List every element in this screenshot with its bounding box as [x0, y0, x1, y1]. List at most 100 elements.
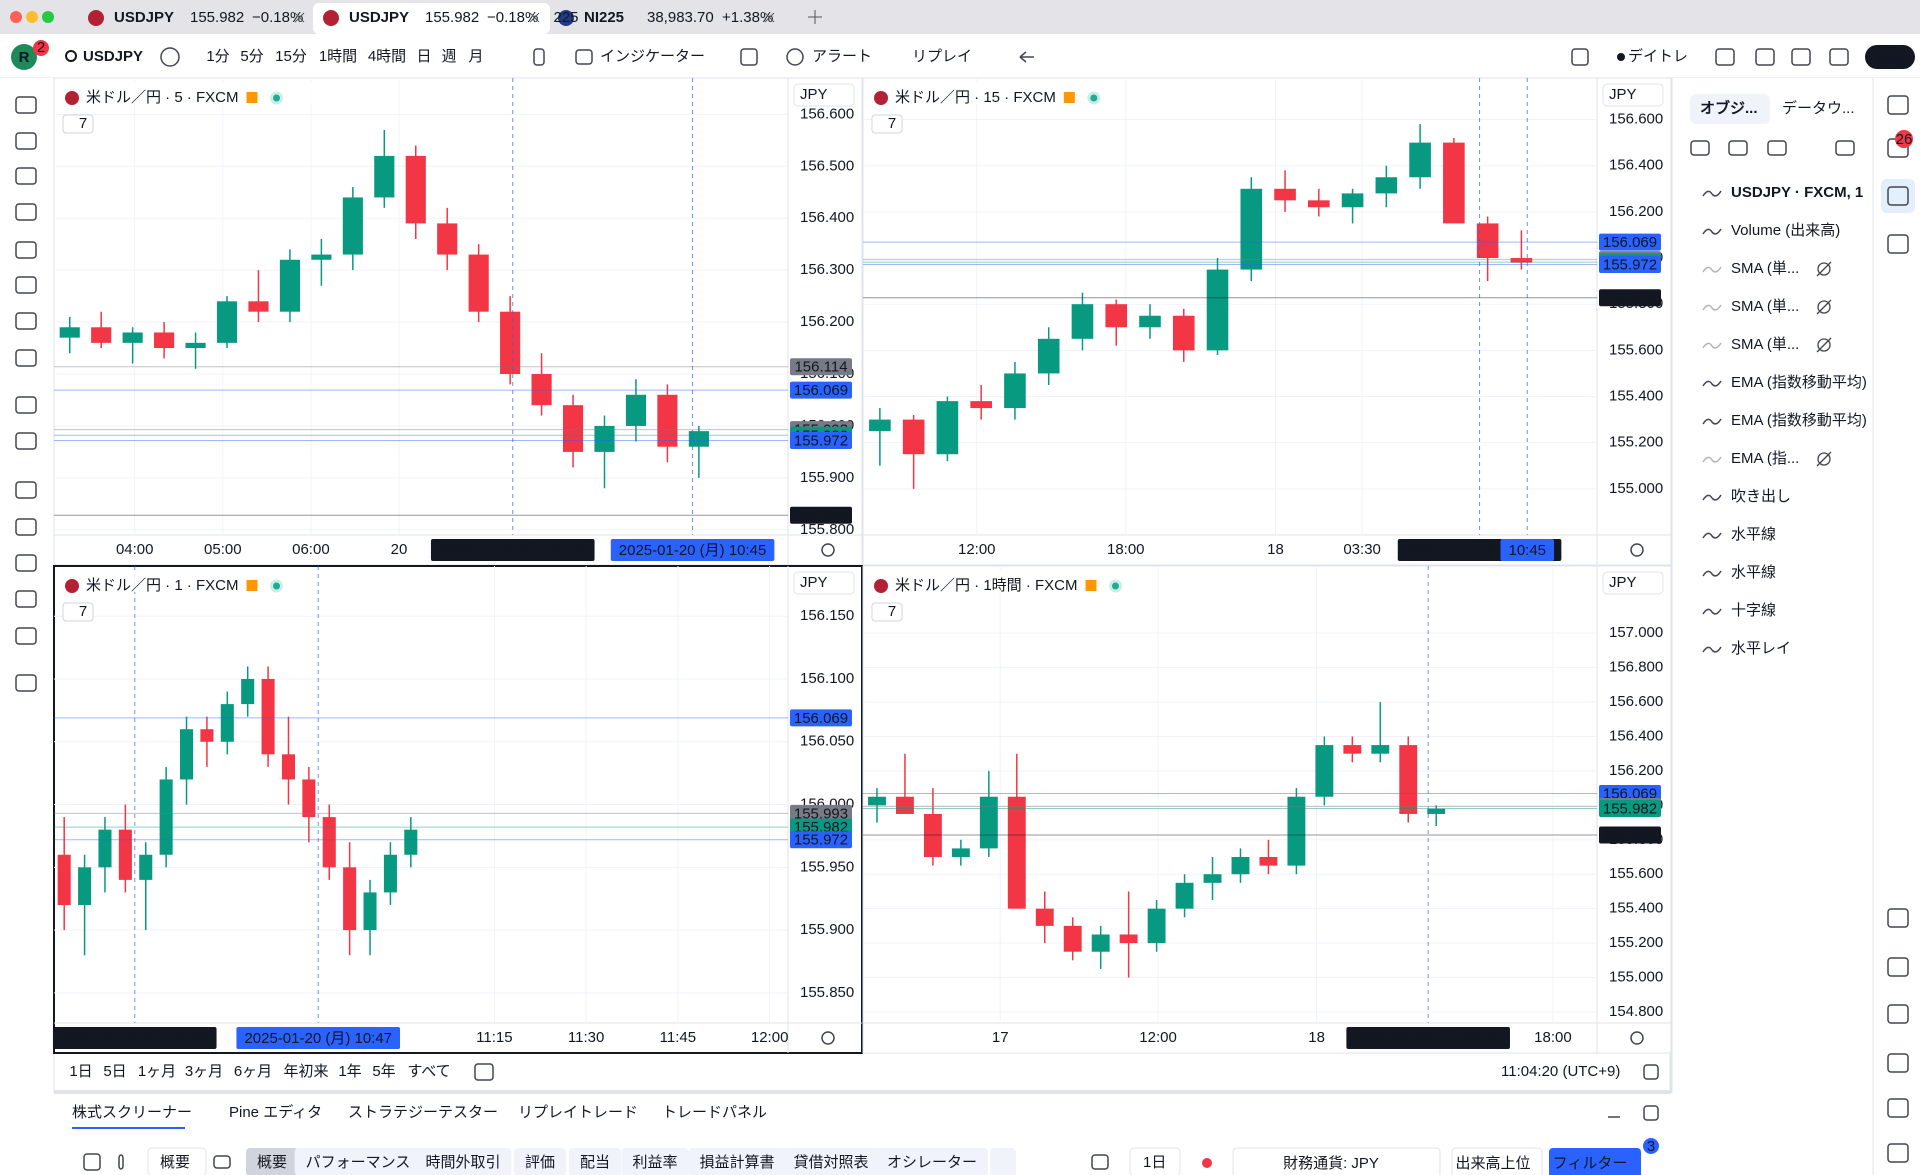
settings-icon[interactable] — [1630, 1031, 1644, 1045]
layout-grid[interactable] — [1571, 48, 1589, 66]
close-button[interactable] — [10, 11, 22, 23]
currency-box[interactable] — [793, 83, 855, 107]
range-button[interactable]: 3ヶ月 — [185, 1063, 223, 1080]
refresh[interactable] — [83, 1153, 101, 1171]
side-icon[interactable] — [1887, 1143, 1909, 1163]
goto-date[interactable] — [474, 1063, 494, 1081]
alert[interactable]: アラート — [812, 48, 872, 65]
view-select[interactable] — [147, 1147, 207, 1175]
object-action[interactable] — [1690, 140, 1710, 156]
object-item[interactable]: Volume (出来高) — [1731, 222, 1840, 239]
panel-tab[interactable]: データウ... — [1782, 99, 1855, 117]
currency-select[interactable] — [1232, 1147, 1441, 1175]
filter-button[interactable] — [1549, 1148, 1641, 1175]
currency-box[interactable] — [1602, 571, 1664, 595]
bottom-tab[interactable]: リプレイトレード — [518, 1104, 638, 1121]
column-tab[interactable]: パフォーマンス — [306, 1154, 411, 1171]
hidden-icon[interactable] — [1817, 262, 1831, 276]
more[interactable] — [118, 1154, 124, 1170]
drawing-tool[interactable] — [15, 276, 37, 294]
side-icon[interactable] — [1887, 1053, 1909, 1073]
settings-icon[interactable] — [821, 543, 835, 557]
column-tab[interactable]: 貸借対照表 — [793, 1154, 868, 1171]
drawing-tool[interactable] — [15, 481, 37, 499]
layout-name[interactable]: デイトレ — [1628, 47, 1688, 65]
range-button[interactable]: 年初来 — [283, 1063, 328, 1080]
side-icon[interactable] — [1887, 908, 1909, 928]
column-tab[interactable]: オシレーター — [887, 1154, 977, 1171]
drawing-tool[interactable] — [15, 518, 37, 536]
pane-title[interactable]: 米ドル／円 · 1 · FXCM — [86, 577, 239, 594]
interval-button[interactable]: 15分 — [275, 48, 307, 65]
object-item[interactable]: 水平線 — [1731, 564, 1776, 581]
pane-title[interactable]: 米ドル／円 · 1時間 · FXCM — [895, 577, 1078, 594]
chart-type[interactable] — [533, 48, 545, 66]
tab-symbol[interactable]: USDJPY — [349, 9, 409, 26]
replay[interactable]: リプレイ — [912, 48, 972, 65]
drawing-tool[interactable] — [15, 554, 37, 572]
object-item[interactable]: 吹き出し — [1731, 488, 1791, 505]
indicator-toggle[interactable] — [62, 114, 94, 134]
undo[interactable] — [1019, 51, 1034, 63]
drawing-tool[interactable] — [15, 627, 37, 645]
side-icon[interactable] — [1887, 234, 1909, 254]
column-tab[interactable]: 損益計算書 — [699, 1153, 774, 1171]
drawing-tool[interactable] — [15, 132, 37, 150]
range-button[interactable]: 1ヶ月 — [138, 1063, 176, 1080]
drawing-tool[interactable] — [15, 590, 37, 608]
range-button[interactable]: すべて — [407, 1063, 450, 1080]
object-item[interactable]: 水平レイ — [1731, 640, 1791, 657]
avatar[interactable] — [11, 44, 37, 70]
interval-button[interactable]: 1時間 — [319, 48, 357, 65]
post-button[interactable] — [1865, 45, 1915, 69]
layouts-icon[interactable] — [740, 48, 758, 66]
drawing-tool[interactable] — [15, 432, 37, 450]
object-action[interactable] — [1728, 140, 1748, 156]
side-icon[interactable] — [1887, 957, 1909, 977]
pane-title[interactable]: 米ドル／円 · 5 · FXCM — [86, 89, 239, 106]
drawing-tool[interactable] — [15, 312, 37, 330]
interval-button[interactable]: 月 — [468, 48, 483, 65]
column-tab[interactable]: 利益率 — [632, 1154, 677, 1171]
download[interactable] — [1091, 1154, 1109, 1170]
tab-symbol[interactable]: USDJPY — [114, 9, 174, 26]
object-item[interactable]: SMA (単... — [1731, 298, 1799, 315]
drawing-tool[interactable] — [15, 241, 37, 259]
object-item[interactable]: 十字線 — [1731, 602, 1776, 619]
column-tab[interactable]: 評価 — [525, 1154, 555, 1171]
side-icon[interactable] — [1887, 1098, 1909, 1118]
drawing-tool[interactable] — [15, 349, 37, 367]
range-button[interactable]: 6ヶ月 — [234, 1063, 272, 1080]
interval-select[interactable] — [1129, 1147, 1181, 1175]
minimize-button[interactable] — [26, 11, 38, 23]
tab-close[interactable] — [764, 12, 775, 23]
toolbar-icon[interactable] — [1715, 48, 1735, 66]
object-action[interactable] — [1835, 140, 1855, 156]
currency-box[interactable] — [793, 571, 855, 595]
object-item[interactable]: EMA (指数移動平均) — [1731, 374, 1867, 391]
side-icon[interactable] — [1887, 95, 1909, 115]
object-item[interactable]: SMA (単... — [1731, 336, 1799, 353]
drawing-tool[interactable] — [15, 674, 37, 692]
interval[interactable]: 1日 — [1143, 1154, 1166, 1171]
tab-close[interactable] — [529, 12, 540, 23]
fullscreen[interactable] — [1643, 1064, 1659, 1080]
bottom-tab[interactable]: 株式スクリーナー — [72, 1104, 192, 1121]
column-tab[interactable]: 概要 — [257, 1154, 287, 1171]
drawing-tool[interactable] — [15, 203, 37, 221]
tab-symbol[interactable]: NI225 — [584, 9, 624, 26]
object-item[interactable]: SMA (単... — [1731, 260, 1799, 277]
bottom-tab[interactable]: ストラテジーテスター — [348, 1104, 498, 1121]
columns-icon[interactable] — [213, 1155, 231, 1169]
sort-select[interactable] — [1451, 1147, 1543, 1175]
interval-button[interactable]: 1分 — [206, 48, 229, 65]
side-icon[interactable] — [1887, 1004, 1909, 1024]
indicator-toggle[interactable] — [62, 602, 94, 622]
indicator-toggle[interactable] — [871, 602, 903, 622]
toolbar-icon[interactable] — [1829, 48, 1849, 66]
zoom-button[interactable] — [42, 11, 54, 23]
clock[interactable]: 11:04:20 (UTC+9) — [1501, 1063, 1620, 1080]
symbol-search[interactable]: USDJPY — [83, 48, 143, 65]
column-tab[interactable]: 配当 — [580, 1154, 610, 1171]
range-button[interactable]: 1年 — [338, 1063, 361, 1080]
